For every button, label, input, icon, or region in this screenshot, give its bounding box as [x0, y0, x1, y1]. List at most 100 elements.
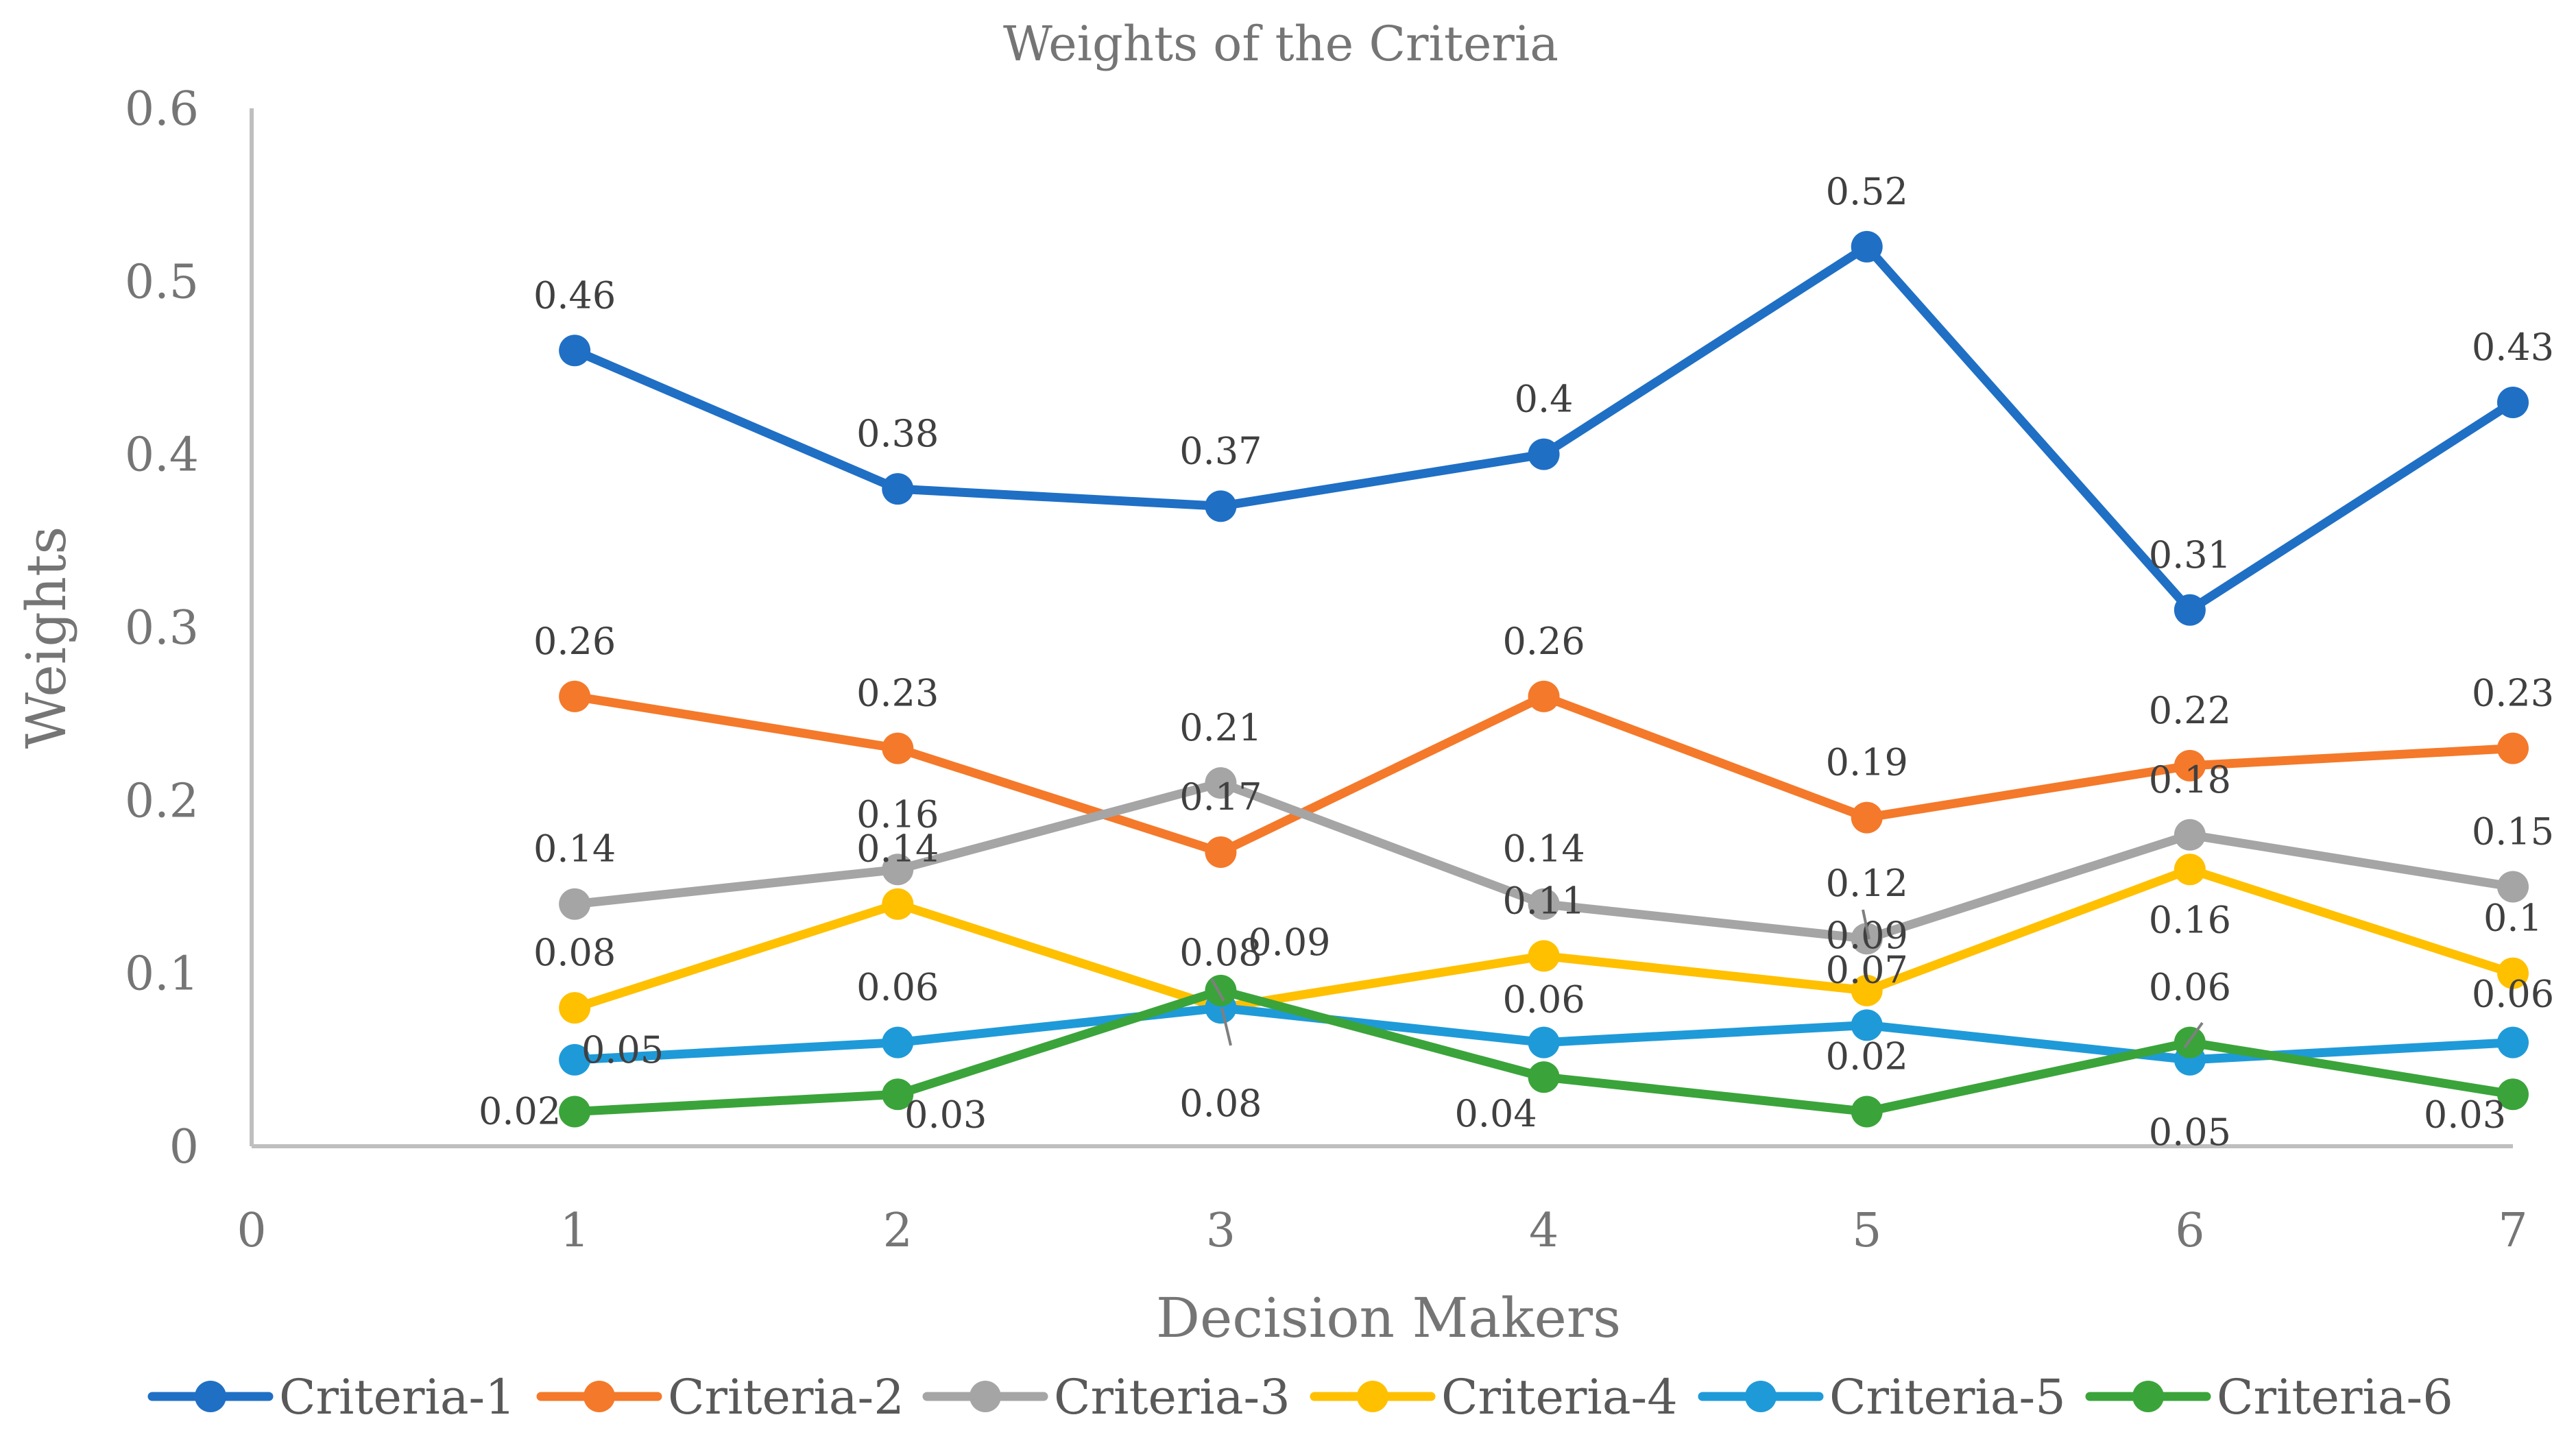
- y-tick-label: 0.4: [125, 428, 199, 483]
- data-label: 0.18: [2149, 758, 2231, 801]
- data-label: 0.02: [479, 1090, 561, 1133]
- data-point: [1851, 1009, 1883, 1041]
- data-point: [2174, 594, 2206, 626]
- data-label: 0.52: [1826, 170, 1908, 213]
- legend-item: Criteria-5: [1698, 1369, 2066, 1425]
- x-tick-label: 3: [1206, 1204, 1236, 1258]
- data-point: [1205, 490, 1237, 522]
- data-label: 0.04: [1454, 1092, 1537, 1135]
- data-point: [2497, 1078, 2529, 1111]
- legend-marker: [2132, 1381, 2164, 1412]
- legend-item: Criteria-6: [2085, 1369, 2453, 1425]
- legend-item: Criteria-1: [147, 1369, 516, 1425]
- axes: [250, 108, 2513, 1148]
- data-label: 0.16: [2149, 898, 2231, 941]
- data-label: 0.4: [1515, 378, 1574, 421]
- legend-marker: [1357, 1381, 1388, 1412]
- y-tick-label: 0.1: [125, 947, 199, 1002]
- data-label: 0.05: [2149, 1111, 2231, 1154]
- series-criteria-1: [559, 230, 2529, 626]
- x-tick-label: 4: [1529, 1204, 1558, 1258]
- x-tick-label: 1: [560, 1204, 590, 1258]
- data-point: [559, 680, 591, 712]
- legend-label: Criteria-3: [1054, 1369, 1290, 1425]
- legend-item: Criteria-3: [922, 1369, 1290, 1425]
- data-label: 0.03: [904, 1093, 987, 1136]
- chart-title: Weights of the Criteria: [1003, 16, 1558, 72]
- data-labels: 0.46 0.38 0.37 0.4 0.52 0.31 0.43 0.26 0.23 0.17 0…: [479, 170, 2554, 1154]
- data-point: [2174, 749, 2206, 782]
- data-label: 0.11: [1502, 879, 1585, 922]
- data-point: [2174, 819, 2206, 851]
- data-point: [882, 1026, 914, 1058]
- data-point: [2174, 854, 2206, 886]
- y-tick-label: 0.3: [125, 601, 199, 655]
- legend-label: Criteria-1: [279, 1369, 516, 1425]
- data-point: [2497, 871, 2529, 903]
- data-point: [882, 1078, 914, 1111]
- data-label: 0.14: [533, 827, 616, 871]
- series-criteria-2: [559, 680, 2529, 869]
- label-leader-line: [1210, 978, 1225, 1002]
- data-label: 0.1: [2483, 897, 2542, 940]
- data-point: [1205, 836, 1237, 869]
- data-label: 0.22: [2149, 689, 2231, 732]
- data-label: 0.06: [2472, 973, 2554, 1016]
- label-leader-line: [1220, 1007, 1232, 1046]
- data-label: 0.46: [533, 274, 616, 317]
- data-point: [559, 888, 591, 920]
- data-label: 0.38: [856, 412, 939, 455]
- data-point: [1851, 923, 1883, 955]
- data-point: [1528, 1061, 1560, 1093]
- legend-label: Criteria-2: [668, 1369, 904, 1425]
- label-leader-line: [1862, 909, 1870, 940]
- data-label: 0.14: [1502, 827, 1585, 871]
- data-point: [2497, 957, 2529, 989]
- data-label: 0.06: [1502, 978, 1585, 1021]
- data-point: [2497, 732, 2529, 764]
- data-label: 0.03: [2424, 1093, 2506, 1136]
- y-tick-label: 0.5: [125, 255, 199, 309]
- data-label: 0.06: [2149, 966, 2231, 1009]
- data-point: [882, 473, 914, 505]
- data-point: [882, 854, 914, 886]
- data-point: [2497, 386, 2529, 418]
- data-point: [2497, 1026, 2529, 1058]
- data-point: [1528, 1026, 1560, 1058]
- legend-label: Criteria-4: [1441, 1369, 1678, 1425]
- data-label: 0.19: [1826, 741, 1908, 784]
- legend: Criteria-1 Criteria-2 Criteria-3 Criteria-4…: [147, 1369, 2453, 1425]
- data-label: 0.12: [1826, 862, 1908, 905]
- data-label: 0.06: [856, 966, 939, 1009]
- data-point: [559, 335, 591, 367]
- x-axis-title: Decision Makers: [1156, 1286, 1621, 1350]
- data-label: 0.07: [1826, 948, 1908, 991]
- data-label: 0.09: [1826, 914, 1908, 957]
- data-point: [1851, 801, 1883, 834]
- legend-item: Criteria-4: [1310, 1369, 1678, 1425]
- data-label: 0.15: [2472, 810, 2554, 854]
- data-point: [882, 732, 914, 764]
- series-criteria-3: [559, 767, 2529, 955]
- legend-marker: [583, 1381, 615, 1412]
- y-axis-title: Weights: [14, 527, 78, 749]
- data-point: [559, 992, 591, 1024]
- legend-marker: [1745, 1381, 1777, 1412]
- data-point: [1851, 974, 1883, 1006]
- data-label: 0.16: [856, 792, 939, 836]
- data-label: 0.37: [1179, 429, 1262, 472]
- data-point: [1205, 767, 1237, 799]
- data-label: 0.26: [533, 620, 616, 663]
- legend-label: Criteria-6: [2217, 1369, 2453, 1425]
- data-point: [559, 1043, 591, 1076]
- x-tick-label: 7: [2498, 1204, 2527, 1258]
- data-label: 0.02: [1826, 1035, 1908, 1078]
- data-label: 0.08: [1179, 931, 1262, 974]
- x-tick-label: 5: [1852, 1204, 1881, 1258]
- data-point: [1528, 438, 1560, 470]
- data-point: [1205, 974, 1237, 1006]
- x-tick-label: 2: [883, 1204, 913, 1258]
- data-point: [2174, 1026, 2206, 1058]
- data-label: 0.08: [533, 931, 616, 974]
